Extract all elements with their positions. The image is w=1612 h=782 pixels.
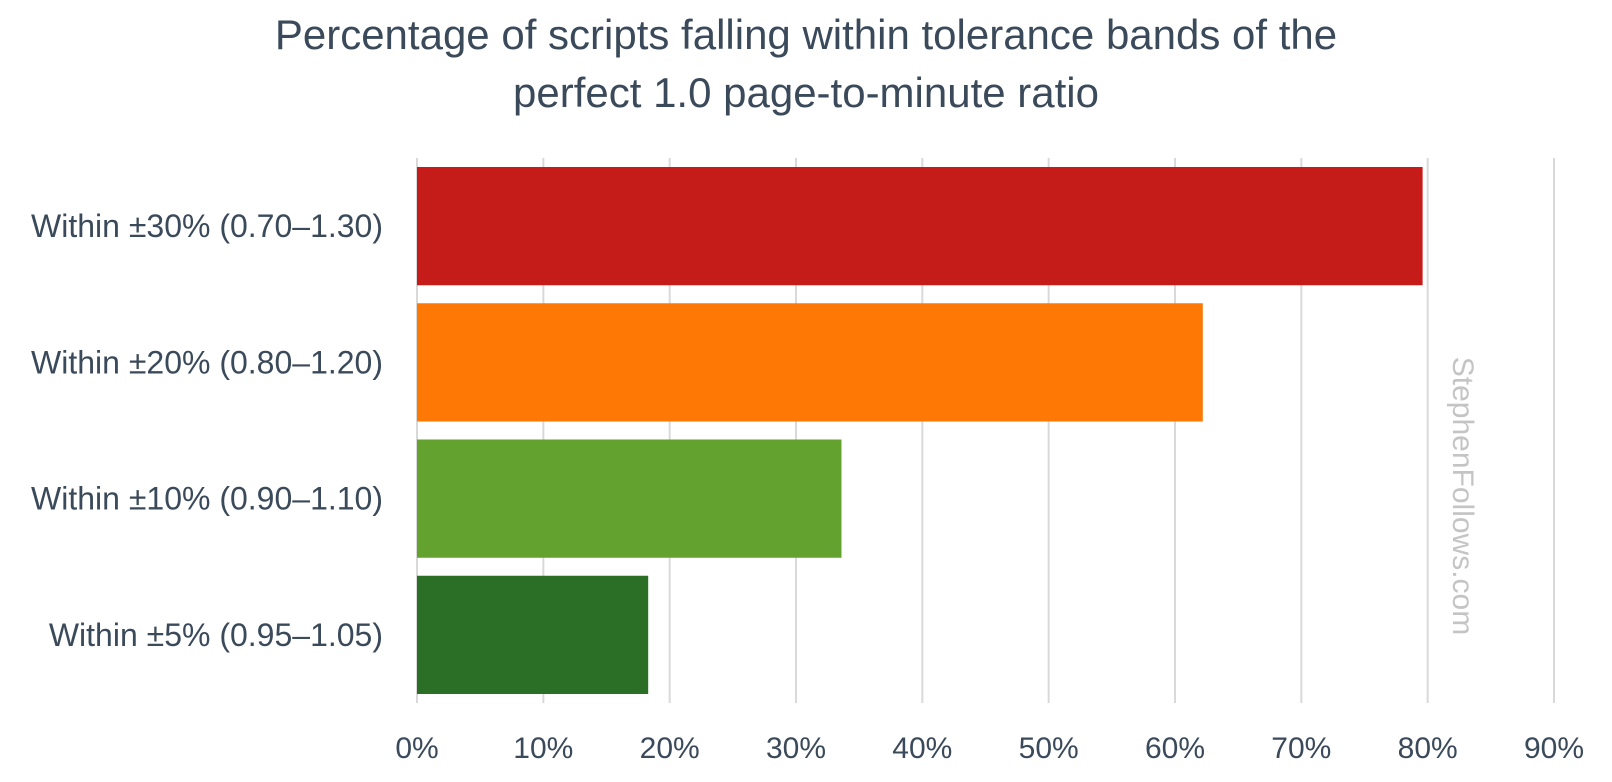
x-tick-label-1: 10% bbox=[513, 732, 573, 765]
x-axis-tick-labels: 0% 10% 20% 30% 40% 50% 60% 70% 80% 90% bbox=[395, 732, 1584, 765]
category-labels: Within ±30% (0.70–1.30) Within ±20% (0.80… bbox=[31, 208, 383, 653]
watermark: StephenFollows.com bbox=[1446, 356, 1479, 636]
x-tick-label-3: 30% bbox=[766, 732, 826, 765]
bar-3 bbox=[417, 575, 649, 694]
x-tick-label-4: 40% bbox=[892, 732, 952, 765]
x-tick-label-0: 0% bbox=[395, 732, 438, 765]
chart-title-line-2: perfect 1.0 page-to-minute ratio bbox=[513, 69, 1099, 116]
category-label-0: Within ±30% (0.70–1.30) bbox=[31, 208, 383, 244]
bar-0 bbox=[417, 167, 1423, 286]
chart-title: Percentage of scripts falling within tol… bbox=[0, 6, 1612, 122]
x-tick-label-2: 20% bbox=[640, 732, 700, 765]
category-label-2: Within ±10% (0.90–1.10) bbox=[31, 481, 383, 517]
x-tick-label-7: 70% bbox=[1271, 732, 1331, 765]
bar-1 bbox=[417, 303, 1203, 422]
chart-title-line-1: Percentage of scripts falling within tol… bbox=[274, 11, 1338, 58]
bar-2 bbox=[417, 439, 842, 558]
x-tick-label-6: 60% bbox=[1145, 732, 1205, 765]
bars bbox=[417, 167, 1423, 694]
x-tick-label-8: 80% bbox=[1398, 732, 1458, 765]
category-label-1: Within ±20% (0.80–1.20) bbox=[31, 344, 383, 380]
x-tick-label-9: 90% bbox=[1524, 732, 1584, 765]
x-tick-label-5: 50% bbox=[1019, 732, 1079, 765]
category-label-3: Within ±5% (0.95–1.05) bbox=[49, 617, 383, 653]
